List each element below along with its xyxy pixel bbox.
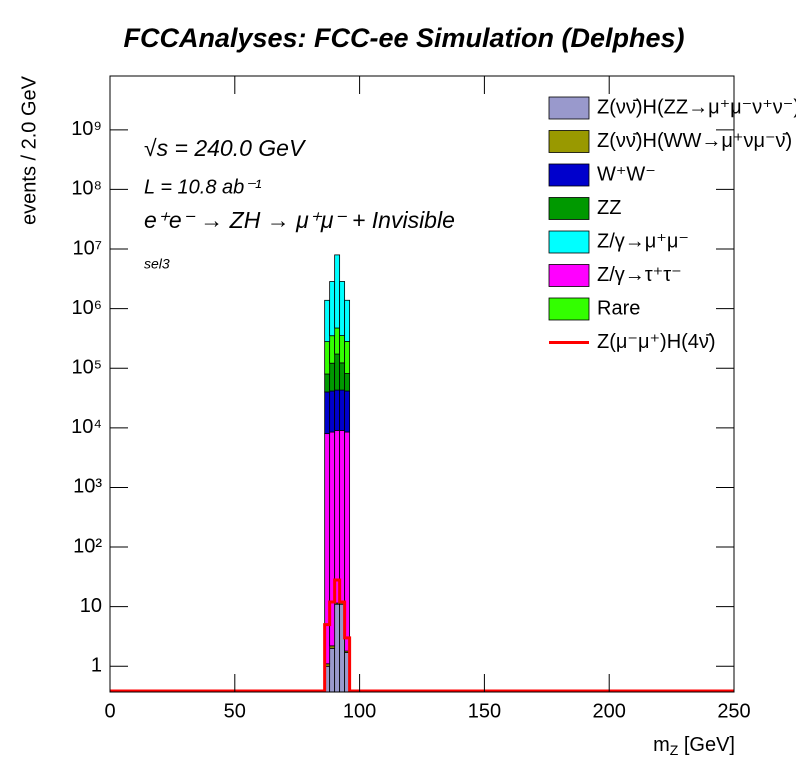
bar [324, 341, 331, 375]
legend-label: Z(νν̄)H(WW→μ⁺νμ⁻ν̄) [597, 130, 792, 152]
y-tick-label: 10⁴ [71, 416, 102, 438]
legend-label: Z(μ⁻μ⁺)H(4ν̄) [597, 331, 716, 353]
legend-label: Z/γ→μ⁺μ⁻ [597, 230, 689, 252]
legend-swatch [548, 163, 590, 187]
step-line [110, 578, 734, 693]
y-tick-label: 10⁶ [72, 297, 102, 319]
bar [334, 327, 341, 355]
bar [339, 335, 346, 364]
x-tick-label: 250 [717, 700, 750, 722]
x-tick-label: 150 [468, 700, 501, 722]
bar [324, 373, 331, 393]
legend-label: Z/γ→τ⁺τ⁻ [597, 264, 682, 286]
bar [329, 281, 336, 337]
bar [344, 341, 351, 374]
bar [329, 647, 336, 693]
bar [329, 390, 336, 433]
bar [339, 281, 346, 336]
x-tick-label: 50 [224, 700, 246, 722]
annotation: L = 10.8 ab⁻¹ [144, 176, 262, 198]
x-axis-label: mZ [GeV] [653, 734, 735, 757]
bar [334, 430, 341, 604]
bar [339, 430, 346, 604]
bar [324, 391, 331, 435]
x-tick-label: 200 [593, 700, 626, 722]
bar [344, 390, 351, 433]
bar [334, 353, 341, 391]
legend-label: ZZ [597, 197, 621, 219]
legend-swatch [548, 96, 590, 120]
y-tick-label: 10⁹ [71, 118, 102, 140]
y-tick-label: 1 [91, 655, 102, 677]
x-label-unit: [GeV] [678, 734, 735, 756]
legend-swatch [548, 130, 590, 153]
chart-title: FCCAnalyses: FCC-ee Simulation (Delphes) [123, 23, 684, 53]
y-tick-label: 10⁵ [71, 357, 102, 379]
legend-label: Z(νν̄)H(ZZ→μ⁺μ⁻ν⁺ν⁻) [597, 96, 796, 118]
legend-swatch [548, 230, 590, 254]
annotation: e⁺e⁻ → ZH → μ⁺μ⁻ + Invisible [144, 207, 455, 233]
bar [324, 299, 331, 342]
x-label-sub: Z [670, 742, 679, 758]
bar [344, 299, 351, 342]
frame [109, 75, 735, 693]
legend-swatch [548, 197, 590, 220]
bar [329, 335, 336, 364]
bar [339, 389, 346, 431]
bar [339, 362, 346, 391]
y-tick-label: 10² [73, 535, 102, 557]
legend-label: W⁺W⁻ [597, 163, 656, 185]
bar [334, 389, 341, 431]
x-tick-label: 100 [343, 700, 376, 722]
y-tick-label: 10 [80, 595, 102, 617]
bar [334, 603, 341, 693]
bar [329, 362, 336, 392]
bar [344, 373, 351, 392]
annotation: √s = 240.0 GeV [144, 135, 307, 161]
x-tick-label: 0 [104, 700, 115, 722]
y-tick-label: 10⁸ [71, 178, 102, 200]
legend-swatch [548, 264, 590, 287]
legend-label: Rare [597, 297, 640, 319]
x-label-main: m [653, 734, 670, 756]
legend-swatch [548, 297, 590, 321]
annotation: sel3 [144, 256, 170, 272]
y-tick-label: 10⁷ [73, 237, 102, 259]
y-axis-label: events / 2.0 GeV [18, 75, 40, 225]
y-tick-label: 10³ [73, 476, 102, 498]
bar [334, 254, 341, 329]
